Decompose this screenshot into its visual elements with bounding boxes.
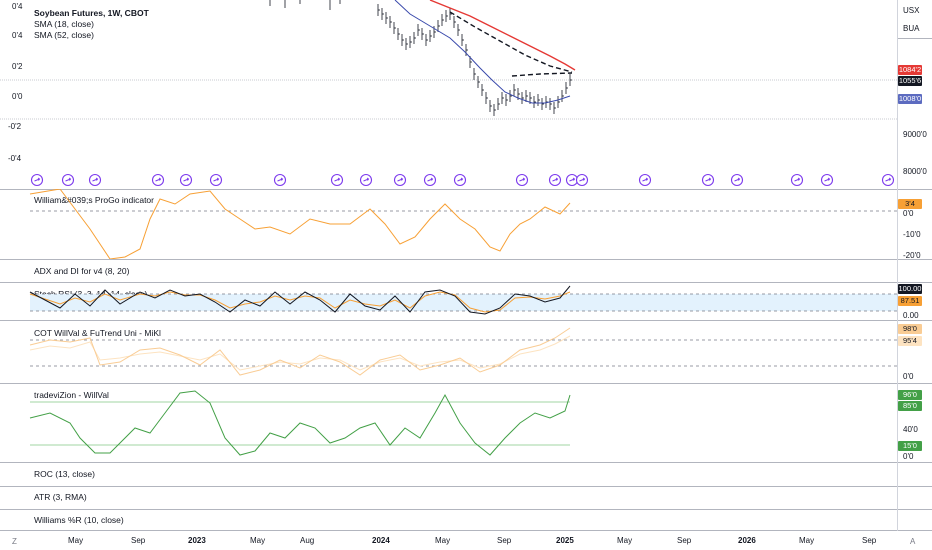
left-axis-tick: 0'4 bbox=[12, 2, 23, 11]
scale-separator bbox=[898, 38, 932, 39]
event-marker-icon[interactable] bbox=[565, 173, 579, 187]
price-chart[interactable] bbox=[0, 0, 898, 188]
willval-tick: 0'0 bbox=[903, 452, 914, 461]
cot-tag-1: 98'0 bbox=[898, 324, 922, 334]
event-marker-icon[interactable] bbox=[330, 173, 344, 187]
event-marker-icon[interactable] bbox=[151, 173, 165, 187]
trend-line-lower bbox=[511, 72, 573, 77]
event-marker-icon[interactable] bbox=[548, 173, 562, 187]
sma52-legend[interactable]: SMA (52, close) bbox=[34, 30, 94, 40]
left-axis-tick: 0'0 bbox=[12, 92, 23, 101]
sma52-line bbox=[429, 0, 576, 71]
sma52-price-tag: 1084'2 bbox=[898, 65, 922, 75]
event-marker-icon[interactable] bbox=[453, 173, 467, 187]
event-marker-icon[interactable] bbox=[820, 173, 834, 187]
time-axis-label: May bbox=[799, 536, 815, 545]
event-marker-icon[interactable] bbox=[423, 173, 437, 187]
event-marker-icon[interactable] bbox=[575, 173, 589, 187]
pane-divider bbox=[0, 259, 932, 260]
progo-tag: 3'4 bbox=[898, 199, 922, 209]
sma18-legend[interactable]: SMA (18, close) bbox=[34, 19, 94, 29]
pane-divider bbox=[0, 530, 932, 531]
time-axis-label: May bbox=[617, 536, 633, 545]
stoch-tick: 0.00 bbox=[903, 311, 919, 320]
pane-divider bbox=[0, 282, 932, 283]
tradevizion-label[interactable]: tradeviZion - WillVal bbox=[34, 390, 109, 400]
event-marker-icon[interactable] bbox=[179, 173, 193, 187]
sma18-line bbox=[394, 0, 571, 104]
progo-tick: 0'0 bbox=[903, 209, 914, 218]
last-price-tag: 1055'6 bbox=[898, 76, 922, 86]
adx-label[interactable]: ADX and DI for v4 (8, 20) bbox=[34, 266, 130, 276]
time-axis-label: Sep bbox=[131, 536, 146, 545]
atr-label[interactable]: ATR (3, RMA) bbox=[34, 492, 87, 502]
stoch-chart[interactable] bbox=[0, 282, 898, 320]
left-axis-tick: 0'2 bbox=[12, 62, 23, 71]
time-axis-label: Aug bbox=[300, 536, 315, 545]
pane-divider bbox=[0, 320, 932, 321]
time-axis-label: Sep bbox=[677, 536, 692, 545]
willr-label[interactable]: Williams %R (10, close) bbox=[34, 515, 124, 525]
time-axis-label: 2024 bbox=[372, 536, 390, 545]
sma18-price-tag: 1008'0 bbox=[898, 94, 922, 104]
cot-label[interactable]: COT WillVal & FuTrend Uni - MiKl bbox=[34, 328, 161, 338]
pane-divider bbox=[0, 189, 932, 190]
event-marker-icon[interactable] bbox=[515, 173, 529, 187]
event-marker-icon[interactable] bbox=[790, 173, 804, 187]
event-marker-icon[interactable] bbox=[881, 173, 895, 187]
cot-chart[interactable] bbox=[0, 320, 898, 382]
event-marker-icon[interactable] bbox=[359, 173, 373, 187]
event-marker-icon[interactable] bbox=[273, 173, 287, 187]
left-axis-tick: 0'4 bbox=[12, 31, 23, 40]
willval-tag: 96'0 bbox=[898, 390, 922, 400]
trend-line-upper bbox=[449, 11, 573, 73]
left-axis-tick: -0'2 bbox=[8, 122, 22, 131]
progo-tick: -10'0 bbox=[903, 230, 921, 239]
stoch-k-tag: 100.00 bbox=[898, 284, 922, 294]
time-axis-label: 2025 bbox=[556, 536, 574, 545]
price-axis-tick: 9000'0 bbox=[903, 130, 927, 139]
willval-lower-tag: 15'0 bbox=[898, 441, 922, 451]
time-axis-label: May bbox=[68, 536, 84, 545]
auto-scale-button[interactable]: A bbox=[910, 537, 916, 546]
event-marker-icon[interactable] bbox=[701, 173, 715, 187]
scale-button-usx[interactable]: USX bbox=[903, 6, 920, 15]
event-marker-icon[interactable] bbox=[30, 173, 44, 187]
scale-button-bua[interactable]: BUA bbox=[903, 24, 920, 33]
time-axis-label: 2026 bbox=[738, 536, 756, 545]
progo-label[interactable]: William&#039;s ProGo indicator bbox=[34, 195, 154, 205]
pane-divider bbox=[0, 462, 932, 463]
willval-tick: 40'0 bbox=[903, 425, 918, 434]
pane-divider bbox=[0, 383, 932, 384]
time-axis-label: Sep bbox=[497, 536, 512, 545]
chart-title: Soybean Futures, 1W, CBOT bbox=[34, 8, 149, 18]
event-marker-icon[interactable] bbox=[61, 173, 75, 187]
event-marker-icon[interactable] bbox=[393, 173, 407, 187]
price-axis-border bbox=[897, 0, 898, 531]
pane-divider bbox=[0, 509, 932, 510]
progo-chart[interactable] bbox=[0, 189, 898, 259]
price-axis-tick: 8000'0 bbox=[903, 167, 927, 176]
price-bars bbox=[269, 0, 572, 116]
pane-divider bbox=[0, 486, 932, 487]
time-axis-label: May bbox=[250, 536, 266, 545]
time-axis-label: 2023 bbox=[188, 536, 206, 545]
progo-tick: -20'0 bbox=[903, 251, 921, 260]
corner-z-button[interactable]: Z bbox=[12, 537, 17, 546]
cot-tick: 0'0 bbox=[903, 372, 914, 381]
event-marker-icon[interactable] bbox=[209, 173, 223, 187]
time-axis-label: May bbox=[435, 536, 451, 545]
left-axis-tick: -0'4 bbox=[8, 154, 22, 163]
cot-tag-2: 95'4 bbox=[898, 336, 922, 346]
willval-chart[interactable] bbox=[0, 383, 898, 461]
event-marker-icon[interactable] bbox=[88, 173, 102, 187]
willval-upper-tag: 85'0 bbox=[898, 401, 922, 411]
time-axis-label: Sep bbox=[862, 536, 877, 545]
event-marker-icon[interactable] bbox=[730, 173, 744, 187]
roc-label[interactable]: ROC (13, close) bbox=[34, 469, 95, 479]
stoch-d-tag: 87.51 bbox=[898, 296, 922, 306]
event-marker-icon[interactable] bbox=[638, 173, 652, 187]
